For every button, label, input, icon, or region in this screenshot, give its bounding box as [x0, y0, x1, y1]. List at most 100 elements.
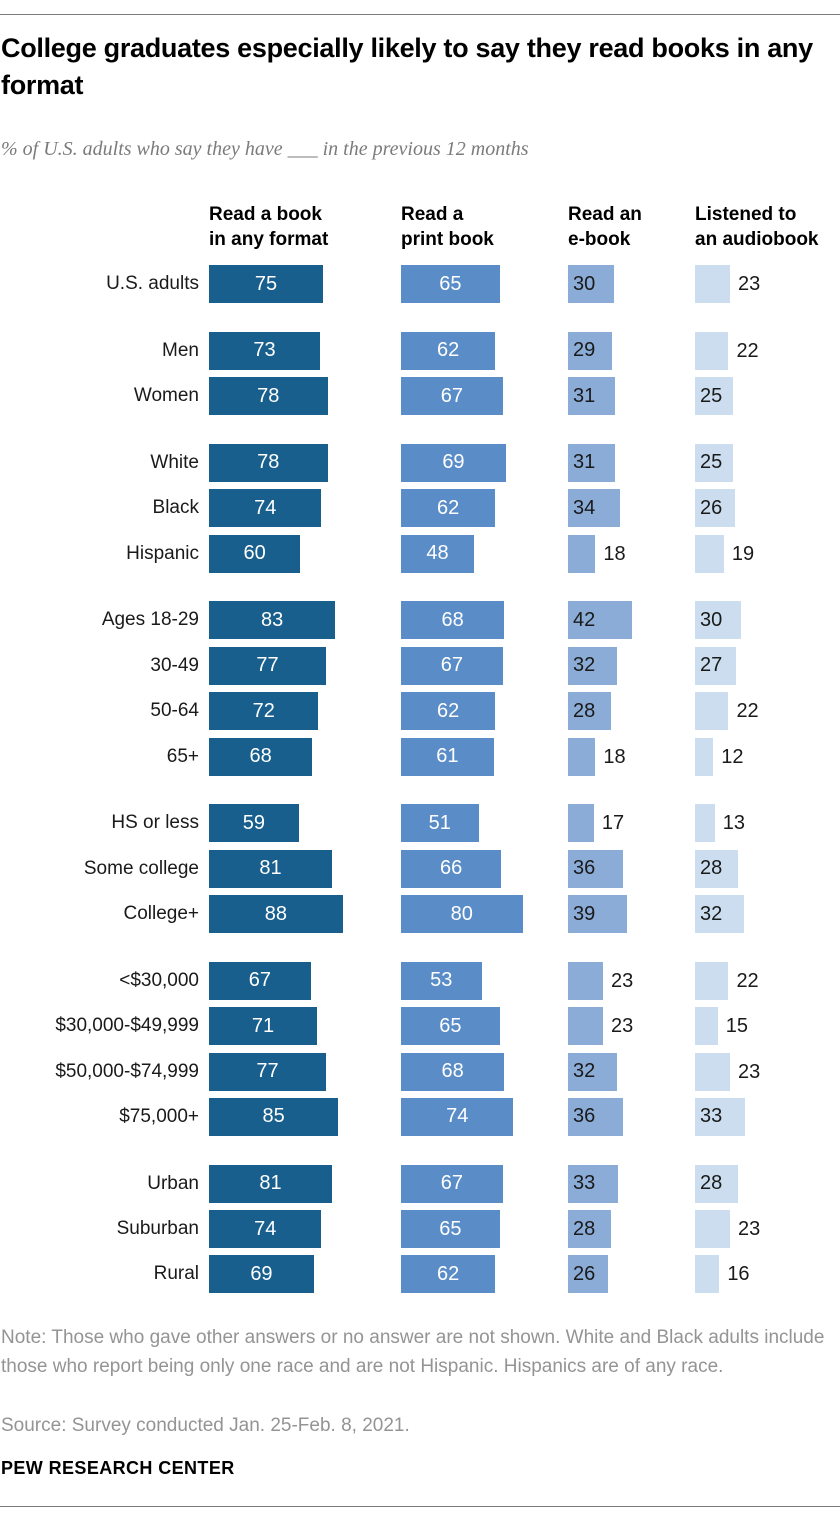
bar: [695, 961, 729, 1000]
bar-value-label: 62: [436, 1262, 460, 1285]
bar-value-label: 61: [436, 745, 459, 767]
bar: [568, 1007, 603, 1046]
chart-note: Note: Those who gave other answers or no…: [1, 1327, 825, 1377]
bar: 26: [695, 489, 735, 528]
row-label: Women: [133, 385, 199, 407]
bar-value-label: 81: [259, 1172, 282, 1195]
bar-value-label: 72: [252, 699, 275, 722]
bar: 65: [401, 1007, 500, 1046]
bar-value-label: 48: [426, 542, 449, 565]
bar-value-label: 71: [251, 1014, 275, 1037]
bar: [695, 692, 729, 731]
bar-value-label: 33: [573, 1172, 596, 1195]
bar: [695, 534, 724, 573]
bar-value-label: 67: [440, 654, 464, 677]
bar-value-label: 13: [722, 812, 745, 835]
bar: 28: [568, 692, 611, 731]
bar-value-label: 75: [254, 272, 278, 295]
bar: 34: [568, 489, 620, 528]
bar: 74: [209, 1210, 322, 1248]
bar-value-label: 80: [450, 902, 473, 925]
bar-value-label: 65: [439, 272, 462, 295]
bar-value-label: 25: [700, 451, 723, 474]
bar-value-label: 36: [573, 1105, 596, 1128]
row-label: Black: [152, 497, 199, 519]
bar: 32: [568, 1052, 617, 1091]
bar: 74: [209, 489, 322, 528]
bar: 72: [209, 692, 319, 731]
bar-value-label: 29: [573, 339, 596, 362]
column-header: Read an e-book: [568, 204, 642, 250]
bar: 69: [209, 1255, 314, 1294]
bar: [568, 737, 596, 776]
bar-value-label: 60: [243, 542, 266, 565]
bar: 73: [209, 331, 320, 370]
bar-value-label: 78: [257, 451, 280, 474]
bar-value-label: 33: [700, 1105, 723, 1128]
bar-value-label: 18: [603, 542, 626, 565]
bar: [695, 1210, 730, 1248]
bar-value-label: 32: [573, 1060, 596, 1082]
bar-value-label: 66: [440, 857, 463, 880]
bar-value-label: 42: [573, 608, 596, 631]
bar-value-label: 32: [573, 654, 596, 677]
bar: 77: [209, 646, 327, 685]
bar: [695, 1255, 720, 1294]
bar: 85: [209, 1097, 339, 1136]
bar: 81: [209, 849, 333, 888]
bar-value-label: 68: [441, 608, 464, 631]
bar-value-label: 81: [259, 857, 282, 880]
bar-value-label: 74: [254, 1217, 277, 1240]
bar-value-label: 31: [573, 384, 596, 407]
bar: 42: [568, 601, 632, 640]
bar-value-label: 12: [721, 745, 744, 768]
bar-value-label: 74: [254, 496, 277, 519]
bar: 27: [695, 646, 737, 685]
bar: [695, 737, 714, 776]
bar-value-label: 23: [610, 969, 634, 992]
bar: 39: [568, 895, 628, 933]
bar-value-label: 23: [737, 1218, 761, 1240]
bar-value-label: 19: [731, 542, 755, 565]
bar-value-label: 22: [736, 700, 759, 723]
row-label: Men: [162, 339, 199, 361]
bar-value-label: 78: [257, 384, 280, 407]
top-divider: [0, 14, 840, 15]
bar: 61: [401, 737, 494, 776]
bar: 75: [209, 265, 323, 303]
bar-value-label: 88: [264, 902, 287, 925]
chart-source: Source: Survey conducted Jan. 25-Feb. 8,…: [1, 1415, 410, 1436]
bar: 71: [209, 1007, 317, 1046]
bar: 68: [209, 737, 313, 776]
bar-value-label: 32: [700, 902, 723, 925]
bar: 69: [401, 443, 506, 482]
row-label: <$30,000: [119, 969, 199, 991]
bar: 67: [209, 961, 311, 1000]
bar-value-label: 22: [736, 969, 759, 992]
bar-value-label: 67: [440, 384, 464, 407]
bar-value-label: 23: [610, 1015, 634, 1038]
row-label: Suburban: [116, 1218, 199, 1239]
bar-value-label: 69: [442, 451, 465, 474]
bar: [568, 961, 603, 1000]
bar-value-label: 26: [700, 496, 723, 519]
column-header: Listened to an audiobook: [695, 204, 819, 250]
bar-value-label: 62: [436, 339, 460, 362]
bar: 66: [401, 849, 502, 888]
row-label: $50,000-$74,999: [55, 1060, 199, 1082]
bar-value-label: 51: [428, 811, 451, 834]
bottom-divider: [0, 1506, 840, 1507]
row-label: 50-64: [150, 700, 199, 722]
row-label: $75,000+: [119, 1105, 199, 1127]
bar: 67: [401, 646, 503, 685]
chart-subtitle: % of U.S. adults who say they have ___ i…: [1, 138, 529, 160]
bar-value-label: 17: [601, 812, 625, 835]
bar: [695, 265, 730, 303]
row-label: Ages 18-29: [101, 609, 199, 631]
brand-pew-research-center: PEW RESEARCH CENTER: [1, 1458, 235, 1478]
bar-value-label: 34: [573, 496, 596, 519]
bar-value-label: 73: [253, 339, 276, 362]
bar: 67: [401, 377, 503, 416]
row-label: White: [150, 451, 199, 473]
bar: 30: [568, 265, 614, 303]
